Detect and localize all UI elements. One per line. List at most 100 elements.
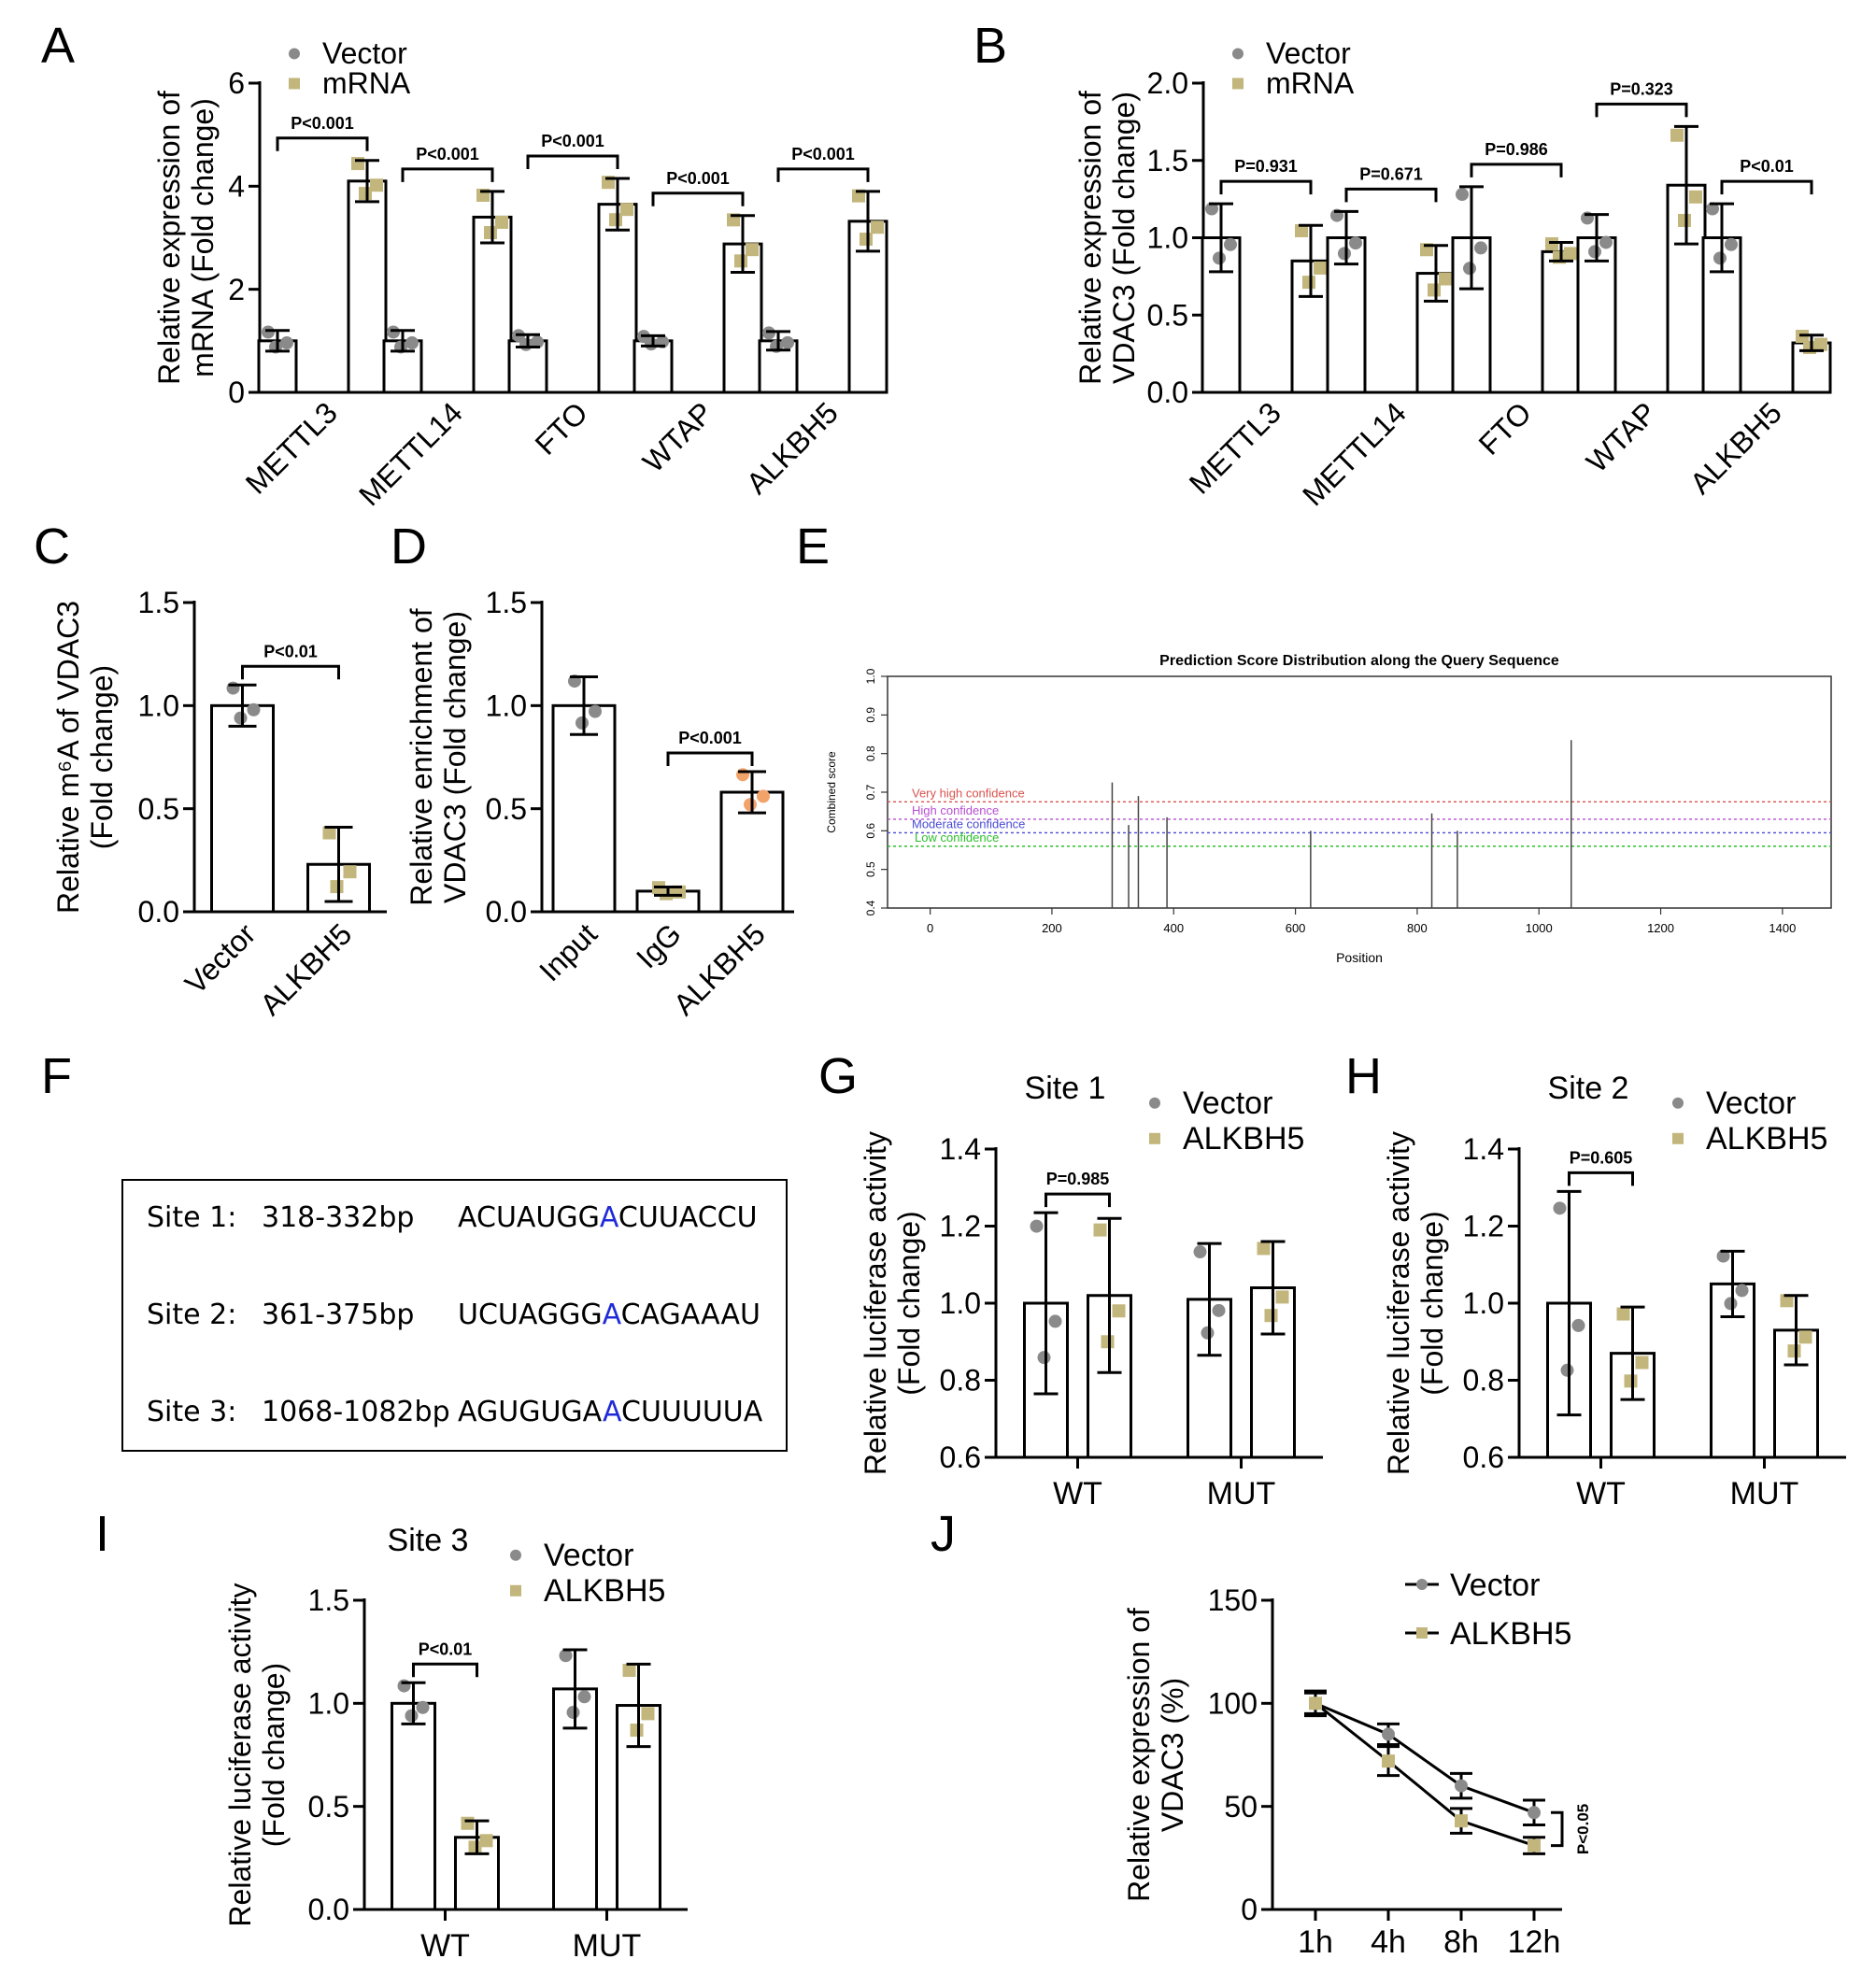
y-tick-label: 1.2	[1463, 1210, 1504, 1243]
y-axis-label: VDAC3 (Fold change)	[1107, 92, 1141, 384]
series-line	[1315, 1701, 1535, 1814]
site-range: 1068-1082bp	[262, 1396, 450, 1428]
y-tick-label: 0.8	[1463, 1364, 1504, 1398]
data-point	[531, 335, 544, 349]
x-tick-label: MUT	[1730, 1476, 1799, 1512]
y-axis-label: VDAC3 (%)	[1156, 1678, 1189, 1832]
p-value-label: P<0.001	[541, 132, 604, 150]
data-point	[1205, 202, 1218, 216]
data-point	[405, 1709, 419, 1723]
chart-a: 0 2 4 6 Relative expression of mRNA (Fold cha…	[152, 36, 888, 512]
data-point	[620, 203, 633, 217]
significance-bracket	[412, 1662, 478, 1678]
x-tick-label: ALKBH5	[740, 395, 845, 500]
legend-label: ALKBH5	[544, 1573, 665, 1609]
threshold-label: Low confidence	[915, 830, 999, 845]
data-point	[1716, 1249, 1730, 1263]
y-tick-label: 0.8	[940, 1364, 981, 1398]
site-row: Site 2: 361-375bp UCUAGGGACAGAAAU	[123, 1299, 786, 1336]
data-point	[1814, 337, 1827, 351]
data-point	[757, 789, 770, 803]
p-value-label: P<0.05	[1574, 1804, 1592, 1854]
x-tick-label: FTO	[529, 395, 594, 461]
data-point	[234, 711, 248, 725]
data-point	[1670, 128, 1684, 142]
data-point	[660, 887, 673, 901]
y-tick-label: 6	[228, 66, 245, 100]
p-value-label: P=0.323	[1610, 79, 1673, 98]
data-point	[1257, 1242, 1271, 1256]
x-tick-label: Vector	[178, 916, 263, 1001]
p-value-label: P<0.001	[791, 145, 855, 163]
y-tick-label: 0.5	[864, 861, 877, 877]
y-axis-label: Relative expression of	[1122, 1608, 1156, 1902]
panel-label-i: I	[95, 1506, 109, 1562]
data-point	[1338, 247, 1351, 261]
data-point	[1599, 235, 1613, 249]
y-tick-label: 0.0	[1147, 376, 1188, 409]
x-tick-label: MUT	[1207, 1476, 1276, 1512]
data-point	[1309, 1696, 1322, 1710]
y-tick-label: 4	[228, 170, 245, 204]
chart-i: 0.0 0.5 1.0 1.5 Relative luciferase activity…	[223, 1523, 688, 1964]
data-point	[1724, 1297, 1738, 1311]
data-point	[1428, 283, 1441, 297]
y-tick-label: 0	[228, 376, 245, 409]
data-point	[351, 157, 364, 171]
y-axis-label: Relative expression of	[152, 91, 186, 385]
data-point	[1314, 261, 1327, 275]
bar	[210, 703, 275, 914]
data-point	[1528, 1806, 1541, 1820]
legend-label: Vector	[322, 36, 407, 70]
p-value-label: P<0.01	[263, 642, 318, 660]
data-point	[589, 704, 602, 718]
bar	[1576, 236, 1617, 394]
significance-bracket	[401, 167, 494, 182]
y-tick-label: 1.0	[864, 668, 877, 684]
chart-g: 0.6 0.8 1.0 1.2 1.4 Relative luciferase activ…	[859, 1071, 1323, 1512]
y-axis-label: Combined score	[825, 751, 838, 833]
legend-marker	[1149, 1132, 1160, 1144]
data-point	[1030, 1219, 1044, 1233]
data-point	[734, 254, 747, 268]
data-point	[1455, 1814, 1468, 1828]
site-row: Site 3: 1068-1082bp AGUGUGAACUUUUUA	[123, 1396, 786, 1433]
data-point	[1193, 1245, 1207, 1259]
site-label: Site 1:	[147, 1201, 237, 1234]
x-tick-label: 12h	[1508, 1924, 1561, 1960]
data-point	[247, 703, 261, 717]
data-point	[566, 1706, 580, 1720]
y-tick-label: 1.0	[940, 1286, 981, 1320]
data-point	[1624, 1374, 1638, 1388]
x-tick-label: METTL3	[1183, 395, 1287, 500]
y-tick-label: 1.0	[1463, 1286, 1504, 1320]
legend-marker	[1672, 1097, 1684, 1109]
data-point	[1616, 1307, 1630, 1321]
site-sequence: ACUAUGGACUUACCU	[458, 1201, 758, 1234]
y-tick-label: 1.5	[308, 1583, 349, 1617]
y-tick-label: 0.5	[486, 792, 527, 826]
x-tick-label: 800	[1407, 921, 1428, 935]
significance-bracket	[776, 167, 870, 182]
seq-part: ACUAUGG	[458, 1201, 600, 1234]
y-tick-label: 1.0	[308, 1687, 349, 1721]
data-point	[468, 1840, 482, 1854]
x-tick-label: 1400	[1769, 921, 1796, 935]
y-axis-label: (Fold change)	[892, 1211, 926, 1395]
data-point	[343, 865, 357, 879]
chart-d: 0.0 0.5 1.0 1.5 Relative enrichment of VDAC3 …	[405, 586, 794, 1022]
y-tick-label: 1.0	[1147, 221, 1188, 255]
data-point	[1212, 1303, 1226, 1317]
data-point	[577, 1690, 591, 1704]
data-point	[860, 233, 873, 247]
y-axis-label: Relative luciferase activity	[1382, 1131, 1415, 1475]
data-point	[1474, 241, 1487, 255]
data-point	[1302, 276, 1315, 290]
x-tick-label: 1000	[1526, 921, 1553, 935]
y-tick-label: 1.5	[138, 586, 179, 619]
significance-bracket	[1551, 1810, 1564, 1848]
sites-table: Site 1: 318-332bp ACUAUGGACUUACCU Site 2…	[121, 1179, 788, 1452]
x-tick-label: METTL3	[239, 395, 344, 500]
data-point	[1564, 247, 1577, 261]
